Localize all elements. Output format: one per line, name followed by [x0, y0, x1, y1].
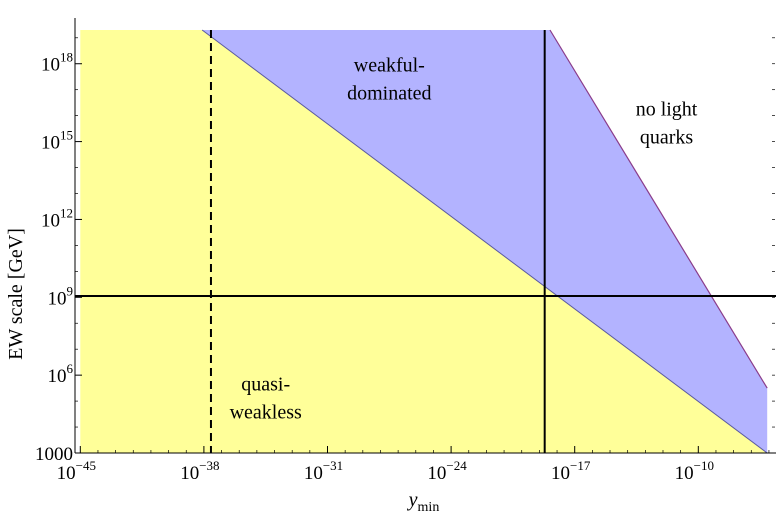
y-tick-label: 109: [48, 283, 74, 309]
x-tick-label: 10−10: [675, 458, 714, 484]
regions-layer: [80, 29, 768, 454]
y-axis-label: EW scale [GeV]: [5, 228, 27, 360]
x-axis-label: ymin: [407, 489, 440, 515]
y-tick-label: 1015: [41, 128, 73, 154]
region-fill-0: [80, 30, 768, 453]
plot-frame: [74, 18, 776, 454]
x-tick-label: 10−24: [427, 458, 467, 484]
x-tick-label: 10−31: [304, 458, 343, 484]
region-label-line: quasi-: [241, 374, 290, 396]
y-tick-label: 1018: [41, 50, 73, 76]
x-axis-label-main: y: [407, 489, 418, 511]
y-tick-label: 1012: [41, 205, 73, 231]
region-label-line: weakless: [230, 402, 302, 424]
region-labels-layer: quasi-weakless weakful-dominated no light q…: [230, 55, 698, 424]
x-axis-label-sub: min: [418, 500, 440, 515]
y-tick-label: 1000: [35, 444, 73, 465]
lower-boundary-line: [201, 29, 768, 454]
y-tick-label: 106: [48, 361, 74, 387]
region-label-line: no light: [636, 99, 698, 121]
x-tick-label: 10−45: [57, 458, 96, 484]
ticks-layer: 10−45 10−38 10−31 10−24 10−17 10−10 1000 106 109…: [35, 37, 775, 484]
region-label-line: dominated: [347, 83, 431, 105]
x-tick-label: 10−17: [551, 458, 591, 484]
x-tick-label: 10−38: [180, 458, 219, 484]
right-boundary-line: [549, 29, 768, 389]
region-label-line: quarks: [640, 127, 694, 149]
reference-lines-layer: [75, 30, 776, 453]
region-label-line: weakful-: [354, 55, 425, 77]
